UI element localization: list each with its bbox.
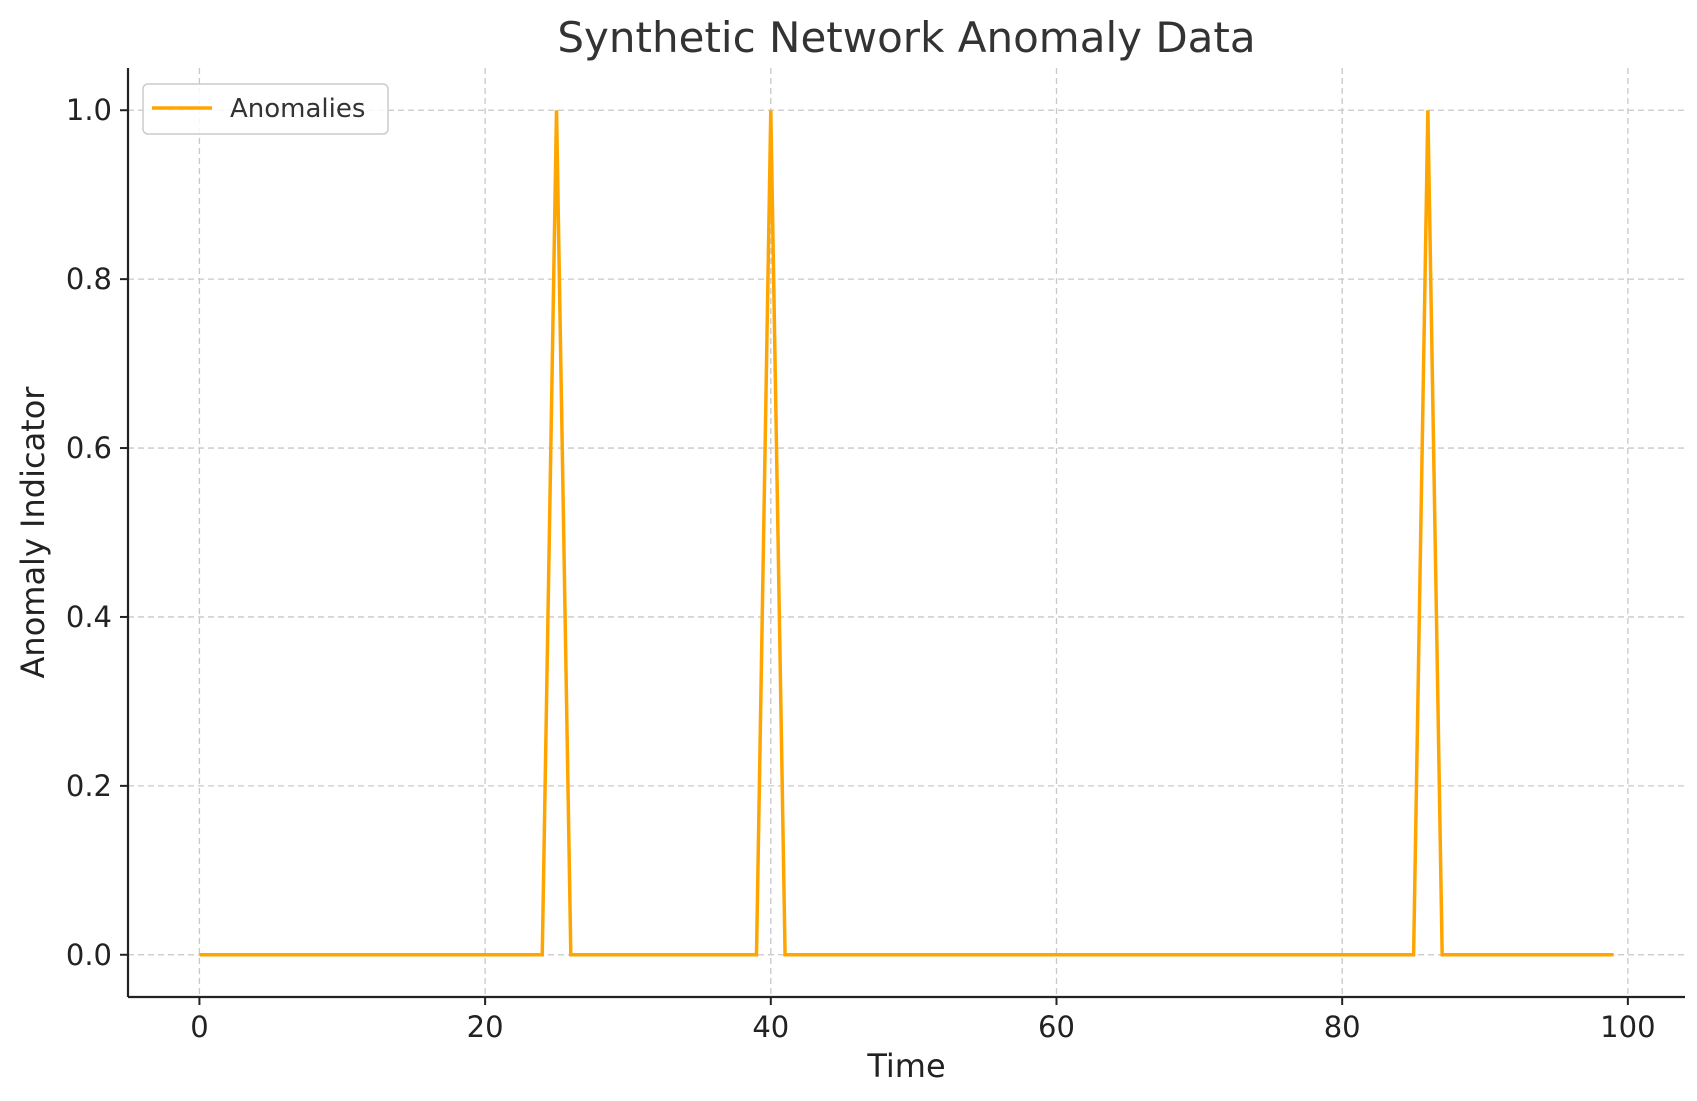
- y-tick-label: 0.2: [66, 769, 112, 803]
- y-tick-label: 0.0: [66, 938, 112, 972]
- chart-title: Synthetic Network Anomaly Data: [557, 13, 1255, 62]
- x-tick-label: 40: [752, 1010, 789, 1044]
- x-tick-label: 0: [190, 1010, 208, 1044]
- x-tick-label: 20: [467, 1010, 504, 1044]
- y-tick-label: 0.4: [66, 600, 112, 634]
- x-axis-label: Time: [866, 1047, 945, 1085]
- grid: [128, 68, 1685, 997]
- axes: [126, 68, 1685, 999]
- series-layer: [199, 110, 1614, 957]
- y-tick-label: 0.6: [66, 431, 112, 465]
- legend: Anomalies: [142, 83, 389, 135]
- x-tick-label: 80: [1324, 1010, 1361, 1044]
- y-tick-label: 1.0: [66, 93, 112, 127]
- series-line-anomalies: [199, 110, 1614, 957]
- ticks: 0 20 40 60 80 100 0.0 0.2 0.4 0.6 0.8 1.0: [66, 93, 1656, 1044]
- y-tick-label: 0.8: [66, 262, 112, 296]
- x-tick-label: 100: [1600, 1010, 1655, 1044]
- x-tick-label: 60: [1038, 1010, 1075, 1044]
- legend-label-anomalies: Anomalies: [230, 94, 365, 124]
- y-axis-label: Anomaly Indicator: [14, 386, 52, 679]
- legend-box: [142, 83, 389, 135]
